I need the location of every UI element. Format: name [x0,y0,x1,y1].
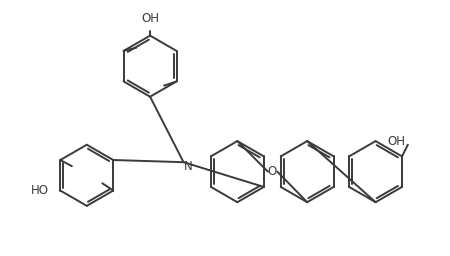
Text: O: O [268,165,277,178]
Text: HO: HO [31,184,49,197]
Text: OH: OH [141,13,159,25]
Text: OH: OH [387,135,405,148]
Text: N: N [184,160,193,173]
